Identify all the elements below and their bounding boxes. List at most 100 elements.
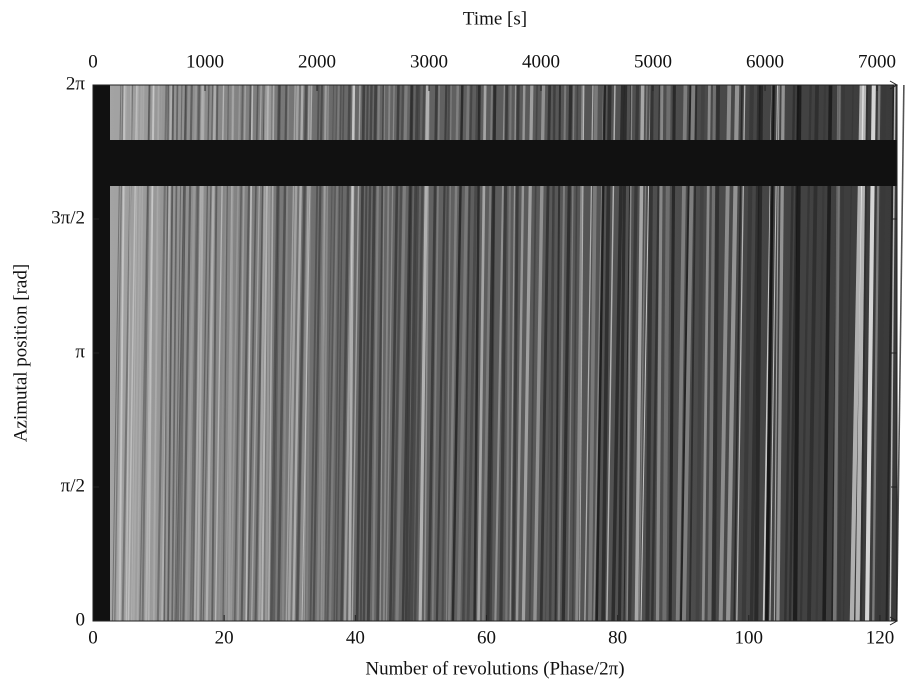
- image-stripe: [132, 85, 143, 621]
- x2-tick-label: 4000: [522, 51, 560, 72]
- image-stripe: [328, 85, 340, 621]
- image-stripe: [539, 85, 552, 621]
- image-stripe: [499, 85, 509, 621]
- image-stripe: [726, 85, 740, 621]
- image-stripe: [831, 85, 840, 621]
- image-stripe: [736, 85, 746, 621]
- image-stripe: [567, 85, 575, 621]
- image-stripe: [392, 85, 405, 621]
- image-stripe: [849, 85, 864, 621]
- image-stripe: [451, 85, 464, 621]
- image-stripe: [182, 85, 193, 621]
- image-stripe: [382, 85, 391, 621]
- image-stripe: [145, 85, 155, 621]
- image-stripe: [348, 85, 356, 621]
- image-stripe: [473, 85, 481, 621]
- image-stripe: [171, 85, 179, 621]
- x-axis-label: Number of revolutions (Phase/2π): [365, 658, 624, 679]
- image-stripe: [895, 85, 905, 621]
- image-stripe: [773, 85, 780, 621]
- x2-tick-label: 0: [88, 51, 98, 72]
- image-stripe: [832, 85, 841, 621]
- image-stripe: [588, 85, 598, 621]
- image-stripe: [485, 85, 497, 621]
- image-stripe: [389, 85, 400, 621]
- image-stripe: [191, 85, 201, 621]
- image-stripe: [136, 85, 145, 621]
- image-stripe: [258, 85, 267, 621]
- x-tick-label: 40: [346, 627, 365, 648]
- image-stripe: [159, 85, 169, 621]
- image-stripe: [876, 85, 887, 621]
- y-tick-label: π/2: [61, 475, 85, 496]
- image-stripe: [355, 85, 366, 621]
- image-stripe: [309, 85, 320, 621]
- image-stripe: [366, 85, 378, 621]
- image-stripe: [733, 85, 743, 621]
- image-stripe: [842, 85, 854, 621]
- image-stripe: [447, 85, 460, 621]
- image-stripe: [623, 85, 632, 621]
- image-stripe: [152, 85, 160, 621]
- x2-tick-label: 2000: [298, 51, 336, 72]
- image-stripe: [174, 85, 183, 621]
- image-stripe: [326, 85, 339, 621]
- y-tick-label: 0: [76, 609, 86, 630]
- image-stripe: [211, 85, 219, 621]
- image-stripe: [116, 85, 127, 621]
- image-stripe: [194, 85, 204, 621]
- x-tick-label: 60: [477, 627, 496, 648]
- image-stripe: [218, 85, 229, 621]
- image-stripe: [711, 85, 721, 621]
- image-stripe: [196, 85, 205, 621]
- image-stripe: [202, 85, 214, 621]
- image-stripe: [815, 85, 827, 621]
- image-stripe: [675, 85, 688, 621]
- image-stripe: [277, 85, 288, 621]
- image-stripe: [489, 85, 497, 621]
- image-stripe: [707, 85, 717, 621]
- image-stripe: [528, 85, 538, 621]
- image-stripe: [554, 85, 562, 621]
- image-stripe: [515, 85, 526, 621]
- image-stripe: [385, 85, 395, 621]
- image-stripe: [627, 85, 640, 621]
- image-stripe: [548, 85, 556, 621]
- image-stripe: [441, 85, 451, 621]
- image-stripe: [225, 85, 234, 621]
- image-mask-band: [93, 140, 897, 186]
- image-stripe: [807, 85, 820, 621]
- x2-tick-label: 1000: [186, 51, 224, 72]
- image-stripe: [688, 85, 698, 621]
- image-stripe: [230, 85, 241, 621]
- image-stripe: [494, 85, 506, 621]
- image-stripe: [163, 85, 170, 621]
- image-stripe: [611, 85, 625, 621]
- image-stripe: [427, 85, 438, 621]
- image-stripe: [431, 85, 441, 621]
- image-stripe: [655, 85, 664, 621]
- x-tick-label: 120: [866, 627, 895, 648]
- image-stripe: [131, 85, 139, 621]
- x2-tick-label: 7000: [858, 51, 896, 72]
- y-axis-label: Azimutal position [rad]: [10, 264, 31, 442]
- image-stripe: [214, 85, 225, 621]
- image-stripe: [557, 85, 567, 621]
- image-stripe: [227, 85, 235, 621]
- image-stripe: [718, 85, 732, 621]
- image-stripe: [634, 85, 645, 621]
- image-stripe: [413, 85, 426, 621]
- image-stripe: [148, 85, 155, 621]
- image-stripe: [435, 85, 448, 621]
- x2-tick-label: 3000: [410, 51, 448, 72]
- image-stripe: [640, 85, 651, 621]
- image-stripe: [114, 85, 124, 621]
- image-stripe: [247, 85, 259, 621]
- x-tick-label: 20: [215, 627, 234, 648]
- image-stripe: [521, 85, 534, 621]
- image-stripe: [376, 85, 386, 621]
- image-stripe: [233, 85, 244, 621]
- image-stripe: [481, 85, 494, 621]
- image-stripe: [118, 85, 126, 621]
- image-stripe: [127, 85, 138, 621]
